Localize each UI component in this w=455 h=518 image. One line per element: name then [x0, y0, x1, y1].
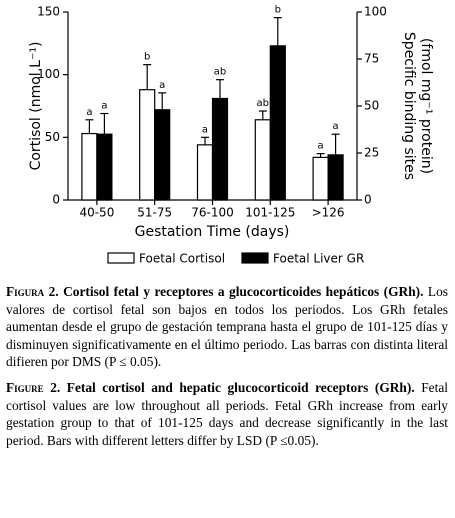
x-tick-label: 51-75: [137, 206, 172, 220]
chart: Cortisol (nmol L⁻¹) Specific binding sit…: [28, 5, 434, 266]
bar: [312, 156, 329, 201]
x-axis-label: Gestation Time (days): [135, 224, 290, 240]
bar: [254, 119, 271, 201]
legend-label: Foetal Liver GR: [273, 252, 364, 266]
legend-swatch: [241, 252, 269, 264]
y-axis-label: Cortisol (nmol L⁻¹): [28, 42, 44, 171]
significance-letter: b: [144, 52, 150, 63]
x-tick-label: 101-125: [245, 206, 295, 220]
y-tick-label: 150: [37, 5, 60, 19]
significance-letter: a: [159, 80, 165, 91]
significance-letter: a: [86, 107, 92, 118]
caption-text: Fetal cortisol values are low throughout…: [6, 379, 448, 448]
legend-swatch: [107, 252, 135, 264]
y2-tick-label: 75: [364, 52, 379, 66]
caption-es: Figura 2. Cortisol fetal y receptores a …: [6, 283, 448, 371]
bar: [96, 133, 113, 201]
x-tick-label: 76-100: [191, 206, 234, 220]
y-tick-label: 100: [37, 67, 60, 81]
y-tick-label: 50: [45, 130, 60, 144]
caption-en: Figure 2. Fetal cortisol and hepatic glu…: [6, 379, 448, 449]
bar: [154, 109, 171, 201]
y2-axis-label: (fmol mg⁻¹ protein): [418, 38, 434, 174]
y2-tick-label: 100: [364, 5, 387, 19]
legend-label: Foetal Cortisol: [139, 252, 225, 266]
caption-label: Figure 2.: [6, 379, 61, 395]
significance-letter: a: [333, 121, 339, 132]
bar: [139, 89, 156, 201]
significance-letter: ab: [257, 98, 269, 109]
significance-letter: a: [101, 101, 107, 112]
caption-title: Fetal cortisol and hepatic glucocorticoi…: [66, 379, 415, 395]
significance-letter: a: [202, 124, 208, 135]
y2-axis-label: Specific binding sites: [401, 32, 417, 180]
bar: [327, 154, 344, 201]
y2-tick-label: 25: [364, 146, 379, 160]
significance-letter: ab: [214, 67, 226, 78]
significance-letter: b: [275, 5, 281, 16]
caption-title: Cortisol fetal y receptores a glucocorti…: [63, 284, 424, 299]
y2-tick-label: 50: [364, 99, 379, 113]
bar: [269, 45, 286, 201]
caption-text: Los valores de cortisol fetal son bajos …: [6, 284, 448, 370]
y-tick-label: 0: [52, 193, 60, 207]
x-tick-label: 40-50: [79, 206, 114, 220]
bar: [81, 132, 98, 201]
bar: [211, 97, 229, 201]
caption: Figura 2. Cortisol fetal y receptores a …: [6, 283, 448, 457]
x-tick-label: >126: [312, 206, 345, 220]
bar: [196, 144, 214, 201]
y2-tick-label: 0: [364, 193, 372, 207]
caption-label: Figura 2.: [6, 284, 59, 299]
significance-letter: a: [318, 141, 324, 152]
